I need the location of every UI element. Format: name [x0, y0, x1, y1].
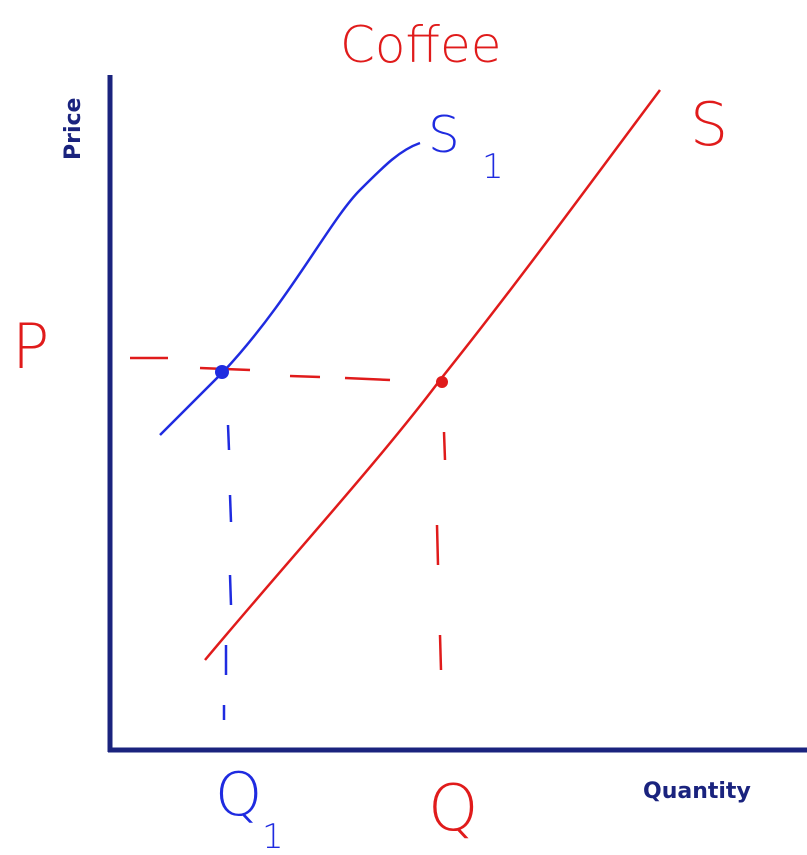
- quantity-new-subscript: 1: [262, 817, 284, 855]
- quantity-new-guide: [222, 424, 233, 720]
- supply-original-label: S: [690, 90, 728, 160]
- quantity-original-label: Q: [428, 772, 478, 846]
- quantity-original-guide: [435, 431, 447, 671]
- supply-curve-original: [204, 89, 662, 661]
- supply-new-label: S: [428, 106, 460, 164]
- price-guide: [130, 356, 391, 382]
- point-new: [215, 365, 229, 379]
- quantity-new-label: Q: [215, 760, 262, 830]
- y-axis-label: Price: [61, 98, 86, 160]
- supply-curve-new: [159, 141, 421, 436]
- price-label: P: [12, 310, 49, 383]
- supply-new-subscript: 1: [482, 147, 504, 187]
- point-original: [436, 376, 448, 388]
- title: Coffee: [340, 16, 501, 74]
- x-axis-label: Quantity: [643, 779, 751, 804]
